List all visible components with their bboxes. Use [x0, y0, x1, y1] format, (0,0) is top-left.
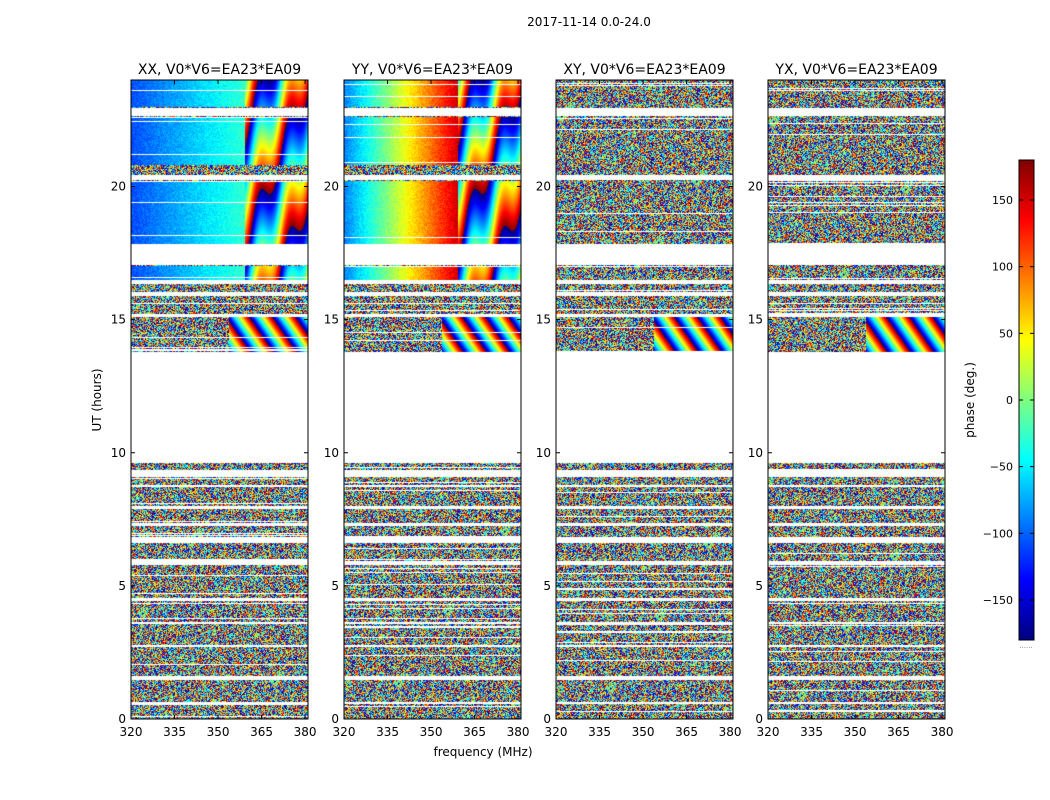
x-tick-label: 335 [588, 725, 611, 739]
phase-heatmap-yy [344, 80, 521, 719]
axes-frame [555, 79, 734, 720]
y-tick-label: 5 [118, 579, 126, 593]
panel-yy: YY, V0*V6=EA23*EA09 320 335 350 365 380 0 5 10 15… [324, 62, 530, 739]
x-tick-label: 380 [294, 725, 317, 739]
colorbar: 150 100 50 0 −50 −100 −150 phase (deg.) ...... [963, 159, 1035, 650]
x-tick-label: 320 [333, 725, 356, 739]
phase-heatmap-yx [768, 80, 945, 719]
colorbar-fill [1019, 160, 1034, 640]
y-tick-label: 15 [748, 313, 763, 327]
colorbar-tick-label: 100 [992, 261, 1013, 274]
panel-title: YY, V0*V6=EA23*EA09 [351, 62, 513, 78]
x-tick-label: 335 [376, 725, 399, 739]
colorbar-tick-label: −100 [983, 527, 1013, 540]
x-tick-label: 320 [545, 725, 568, 739]
colorbar-tick-label: 0 [1006, 394, 1013, 407]
y-tick-label: 20 [111, 180, 126, 194]
colorbar-tick-label: −50 [990, 461, 1013, 474]
colorbar-tick-label: −150 [983, 594, 1013, 607]
x-tick-label: 320 [757, 725, 780, 739]
y-tick-label: 0 [331, 712, 339, 726]
x-tick-label: 380 [931, 725, 954, 739]
y-tick-label: 10 [111, 446, 126, 460]
figure-title: 2017-11-14 0.0-24.0 [527, 15, 651, 29]
panel-yx: YX, V0*V6=EA23*EA09 320 335 350 365 380 0 5 10 15… [748, 62, 954, 739]
panel-title: YX, V0*V6=EA23*EA09 [774, 62, 937, 78]
y-tick-label: 15 [111, 313, 126, 327]
phase-heatmap-xy [556, 80, 733, 719]
y-tick-label: 15 [536, 313, 551, 327]
x-tick-label: 365 [463, 725, 486, 739]
x-tick-label: 335 [800, 725, 823, 739]
panel-xy: XY, V0*V6=EA23*EA09 320 335 350 365 380 0 5 10 15… [536, 62, 742, 739]
axes-frame [767, 79, 946, 720]
colorbar-tick-label: 150 [992, 194, 1013, 207]
y-tick-label: 5 [331, 579, 339, 593]
y-tick-label: 10 [748, 446, 763, 460]
x-tick-label: 380 [719, 725, 742, 739]
x-tick-label: 350 [632, 725, 655, 739]
y-axis-label: UT (hours) [90, 368, 104, 431]
colorbar-label: phase (deg.) [963, 362, 977, 438]
y-tick-label: 10 [324, 446, 339, 460]
x-tick-label: 365 [675, 725, 698, 739]
axes-frame [343, 79, 522, 720]
y-tick-label: 20 [324, 180, 339, 194]
phase-heatmap-xx [131, 80, 308, 719]
y-tick-label: 20 [536, 180, 551, 194]
x-tick-label: 320 [120, 725, 143, 739]
x-tick-label: 365 [887, 725, 910, 739]
x-axis-label: frequency (MHz) [433, 745, 532, 759]
panel-title: XY, V0*V6=EA23*EA09 [563, 62, 725, 78]
x-tick-label: 350 [844, 725, 867, 739]
y-tick-label: 5 [755, 579, 763, 593]
x-tick-label: 335 [163, 725, 186, 739]
x-tick-label: 350 [420, 725, 443, 739]
colorbar-tick-label: 50 [999, 327, 1013, 340]
y-tick-label: 5 [543, 579, 551, 593]
y-tick-label: 0 [543, 712, 551, 726]
y-tick-label: 0 [118, 712, 126, 726]
y-tick-label: 10 [536, 446, 551, 460]
y-tick-label: 0 [755, 712, 763, 726]
x-tick-label: 380 [507, 725, 530, 739]
colorbar-footnote: ...... [1019, 642, 1032, 650]
x-tick-label: 365 [250, 725, 273, 739]
y-tick-label: 20 [748, 180, 763, 194]
panel-xx: XX, V0*V6=EA23*EA09 320 335 350 365 380 0 5 10 15… [111, 62, 317, 739]
x-tick-label: 350 [207, 725, 230, 739]
axes-frame [130, 79, 309, 720]
y-tick-label: 15 [324, 313, 339, 327]
panel-title: XX, V0*V6=EA23*EA09 [138, 62, 301, 78]
